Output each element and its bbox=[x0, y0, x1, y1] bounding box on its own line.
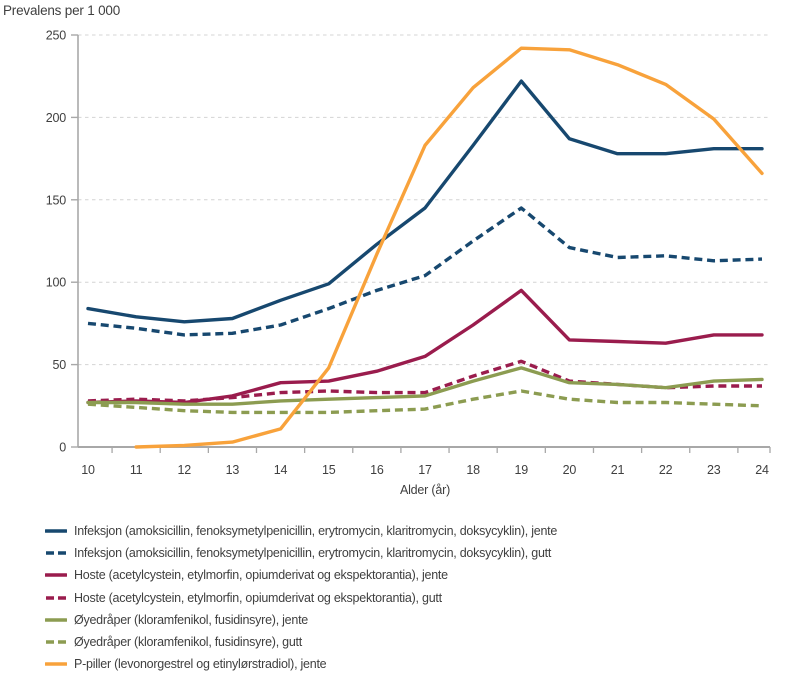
x-tick-label: 11 bbox=[130, 463, 143, 477]
legend-solid-line-swatch bbox=[45, 573, 67, 578]
y-tick-label: 0 bbox=[59, 441, 66, 455]
x-tick-label: 23 bbox=[707, 463, 721, 477]
y-tick-label: 100 bbox=[46, 276, 67, 290]
x-tick-label: 21 bbox=[611, 463, 625, 477]
legend-item-oyedraper-gutt: Øyedråper (kloramfenikol, fusidinsyre), … bbox=[45, 631, 785, 653]
x-tick-label: 13 bbox=[226, 463, 240, 477]
legend-label: Øyedråper (kloramfenikol, fusidinsyre), … bbox=[74, 635, 302, 650]
legend-dashed-line-swatch bbox=[46, 551, 66, 556]
series-line-infeksjon-gutt bbox=[87, 206, 763, 337]
legend: Infeksjon (amoksicillin, fenoksymetylpen… bbox=[45, 520, 785, 675]
x-tick-label: 12 bbox=[178, 463, 192, 477]
y-axis-title: Prevalens per 1 000 bbox=[3, 3, 121, 18]
legend-item-infeksjon-gutt: Infeksjon (amoksicillin, fenoksymetylpen… bbox=[45, 542, 785, 564]
x-axis-label: Alder (år) bbox=[399, 483, 451, 497]
x-tick-label: 14 bbox=[274, 463, 288, 477]
legend-item-hoste-gutt: Hoste (acetylcystein, etylmorfin, opiumd… bbox=[45, 587, 785, 609]
x-tick-label: 16 bbox=[370, 463, 384, 477]
y-tick-label: 150 bbox=[46, 193, 67, 207]
legend-label: Infeksjon (amoksicillin, fenoksymetylpen… bbox=[74, 524, 558, 539]
series-line-p-piller-jente bbox=[134, 46, 764, 449]
x-tick-label: 24 bbox=[755, 463, 769, 477]
legend-solid-line-swatch bbox=[45, 662, 67, 667]
x-tick-label: 18 bbox=[466, 463, 480, 477]
series-line-oyedraper-jente bbox=[86, 366, 764, 406]
y-tick-label: 50 bbox=[52, 358, 66, 372]
legend-solid-line-swatch bbox=[45, 618, 67, 622]
x-tick-label: 22 bbox=[659, 463, 673, 477]
series-line-infeksjon-jente bbox=[86, 79, 764, 324]
y-tick-label: 250 bbox=[46, 29, 67, 43]
legend-label: Hoste (acetylcystein, etylmorfin, opiumd… bbox=[74, 568, 448, 583]
legend-item-oyedraper-jente: Øyedråper (kloramfenikol, fusidinsyre), … bbox=[45, 609, 785, 631]
legend-solid-line-swatch bbox=[45, 529, 67, 533]
series-line-hoste-jente bbox=[86, 288, 764, 405]
legend-label: Øyedråper (kloramfenikol, fusidinsyre), … bbox=[74, 612, 308, 627]
legend-dashed-line-swatch bbox=[46, 595, 66, 600]
series-line-oyedraper-gutt bbox=[87, 389, 763, 415]
x-tick-label: 15 bbox=[322, 463, 336, 477]
legend-label: Infeksjon (amoksicillin, fenoksymetylpen… bbox=[74, 546, 552, 561]
x-tick-label: 20 bbox=[563, 463, 577, 477]
legend-item-infeksjon-jente: Infeksjon (amoksicillin, fenoksymetylpen… bbox=[45, 520, 785, 542]
legend-dashed-line-swatch bbox=[46, 640, 66, 644]
legend-item-p-piller-jente: P-piller (levonorgestrel og etinylørstra… bbox=[45, 653, 785, 675]
x-tick-label: 10 bbox=[81, 463, 95, 477]
legend-item-hoste-jente: Hoste (acetylcystein, etylmorfin, opiumd… bbox=[45, 564, 785, 586]
x-tick-label: 19 bbox=[515, 463, 529, 477]
legend-label: P-piller (levonorgestrel og etinylørstra… bbox=[74, 657, 327, 672]
line-chart: 0 50 100 150 200 250 10 11 12 13 14 15 16 17 18 19 20 21 2… bbox=[46, 29, 771, 477]
y-tick-label: 200 bbox=[46, 111, 67, 125]
legend-label: Hoste (acetylcystein, etylmorfin, opiumd… bbox=[74, 590, 442, 605]
x-tick-label: 17 bbox=[418, 463, 432, 477]
